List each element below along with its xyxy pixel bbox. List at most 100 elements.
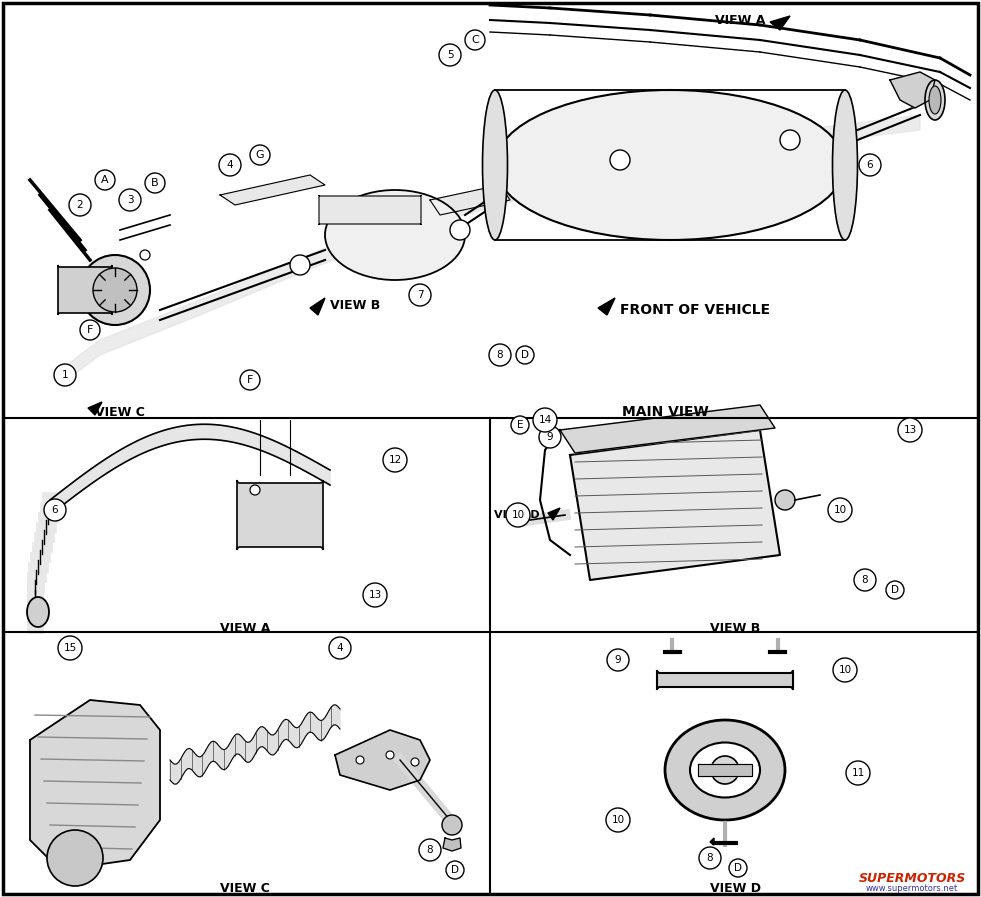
Circle shape (450, 220, 470, 240)
Text: F: F (86, 325, 93, 335)
Polygon shape (60, 115, 920, 385)
Circle shape (363, 583, 387, 607)
Text: D: D (891, 585, 899, 595)
Text: 9: 9 (615, 655, 621, 665)
FancyBboxPatch shape (237, 480, 323, 550)
Circle shape (699, 847, 721, 869)
Text: VIEW B: VIEW B (710, 622, 760, 634)
Text: B: B (151, 178, 159, 188)
FancyBboxPatch shape (319, 195, 421, 225)
Text: 1: 1 (62, 370, 69, 380)
Ellipse shape (27, 597, 49, 627)
Text: VIEW A: VIEW A (220, 622, 270, 634)
Text: 6: 6 (52, 505, 58, 515)
Text: VIEW D: VIEW D (494, 510, 540, 520)
Polygon shape (220, 175, 325, 205)
Circle shape (506, 503, 530, 527)
Text: A: A (101, 175, 109, 185)
Circle shape (775, 490, 795, 510)
Circle shape (411, 758, 419, 766)
Text: 4: 4 (336, 643, 343, 653)
Text: 15: 15 (64, 643, 77, 653)
Polygon shape (698, 764, 752, 776)
Text: 13: 13 (369, 590, 382, 600)
Text: 12: 12 (388, 455, 401, 465)
Circle shape (419, 839, 441, 861)
Polygon shape (443, 838, 461, 851)
Circle shape (516, 346, 534, 364)
Text: F: F (247, 375, 253, 385)
Circle shape (539, 426, 561, 448)
Text: 10: 10 (839, 665, 852, 675)
Circle shape (290, 255, 310, 275)
Circle shape (607, 649, 629, 671)
Circle shape (846, 761, 870, 785)
Circle shape (47, 830, 103, 886)
Circle shape (859, 154, 881, 176)
Text: D: D (521, 350, 529, 360)
FancyBboxPatch shape (657, 670, 793, 690)
Circle shape (80, 320, 100, 340)
Circle shape (409, 284, 431, 306)
Text: 4: 4 (227, 160, 233, 170)
Polygon shape (890, 72, 935, 108)
Text: 8: 8 (427, 845, 434, 855)
Circle shape (439, 44, 461, 66)
Polygon shape (335, 730, 430, 790)
Text: 9: 9 (546, 432, 553, 442)
Text: 8: 8 (861, 575, 868, 585)
Circle shape (729, 859, 747, 877)
Text: MAIN VIEW: MAIN VIEW (622, 405, 708, 419)
Text: 2: 2 (77, 200, 83, 210)
Ellipse shape (325, 190, 465, 280)
Circle shape (54, 364, 76, 386)
Circle shape (833, 658, 857, 682)
Text: VIEW C: VIEW C (220, 882, 270, 894)
Polygon shape (30, 700, 160, 870)
Text: 10: 10 (834, 505, 847, 515)
Polygon shape (50, 424, 330, 515)
Circle shape (606, 808, 630, 832)
Circle shape (145, 173, 165, 193)
Circle shape (250, 145, 270, 165)
Polygon shape (570, 430, 780, 580)
Ellipse shape (929, 86, 941, 114)
Text: 14: 14 (539, 415, 551, 425)
FancyBboxPatch shape (58, 265, 112, 315)
Circle shape (886, 581, 904, 599)
Text: VIEW A: VIEW A (715, 13, 765, 27)
Text: 10: 10 (611, 815, 625, 825)
Ellipse shape (833, 90, 857, 240)
Polygon shape (170, 705, 340, 784)
Circle shape (854, 569, 876, 591)
Circle shape (119, 189, 141, 211)
Circle shape (140, 250, 150, 260)
Polygon shape (560, 405, 775, 453)
Polygon shape (88, 402, 102, 415)
Circle shape (533, 408, 557, 432)
Ellipse shape (483, 90, 507, 240)
Text: 8: 8 (496, 350, 503, 360)
Circle shape (44, 499, 66, 521)
Text: VIEW B: VIEW B (330, 299, 380, 311)
Circle shape (93, 268, 137, 312)
Ellipse shape (495, 90, 845, 240)
Circle shape (780, 130, 800, 150)
Text: D: D (734, 863, 742, 873)
Text: SUPERMOTORS: SUPERMOTORS (858, 872, 965, 884)
Text: 6: 6 (866, 160, 873, 170)
Circle shape (446, 861, 464, 879)
Circle shape (386, 751, 394, 759)
Circle shape (80, 255, 150, 325)
Text: C: C (471, 35, 479, 45)
Text: www.supermotors.net: www.supermotors.net (866, 884, 958, 893)
Text: VIEW D: VIEW D (709, 882, 760, 894)
Text: 7: 7 (417, 290, 424, 300)
Circle shape (329, 637, 351, 659)
Circle shape (383, 448, 407, 472)
Polygon shape (548, 508, 560, 520)
Circle shape (898, 418, 922, 442)
Text: 5: 5 (446, 50, 453, 60)
Text: 13: 13 (904, 425, 916, 435)
Ellipse shape (711, 756, 739, 784)
